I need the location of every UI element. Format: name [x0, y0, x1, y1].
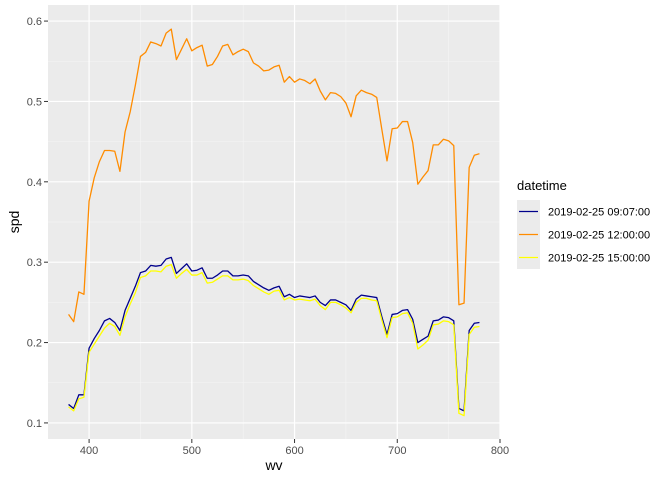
- y-axis-title: spd: [6, 211, 22, 234]
- major-gridlines: [48, 5, 501, 439]
- x-tick-label: 500: [183, 445, 201, 457]
- legend: datetime 2019-02-25 09:07:00 2019-02-25 1…: [517, 178, 650, 269]
- series-line: [68, 263, 480, 417]
- legend-label: 2019-02-25 12:00:00: [548, 230, 650, 242]
- x-axis-ticks: 400 500 600 700 800: [80, 439, 509, 457]
- x-tick-label: 400: [80, 445, 98, 457]
- series-line: [68, 256, 480, 412]
- x-tick-label: 800: [491, 445, 509, 457]
- x-tick-label: 600: [285, 445, 303, 457]
- legend-label: 2019-02-25 15:00:00: [548, 253, 650, 265]
- y-tick-label: 0.1: [27, 418, 42, 430]
- series-lines: [68, 28, 480, 417]
- y-tick-label: 0.2: [27, 338, 42, 350]
- y-tick-label: 0.5: [27, 96, 42, 108]
- y-tick-label: 0.3: [27, 257, 42, 269]
- series-line: [68, 28, 480, 323]
- x-tick-label: 700: [388, 445, 406, 457]
- y-tick-label: 0.6: [27, 16, 42, 28]
- legend-label: 2019-02-25 09:07:00: [548, 207, 650, 219]
- legend-title: datetime: [517, 178, 567, 193]
- y-axis-ticks: 0.1 0.2 0.3 0.4 0.5 0.6: [27, 16, 48, 430]
- x-axis-title: wv: [264, 457, 282, 473]
- y-tick-label: 0.4: [27, 177, 42, 189]
